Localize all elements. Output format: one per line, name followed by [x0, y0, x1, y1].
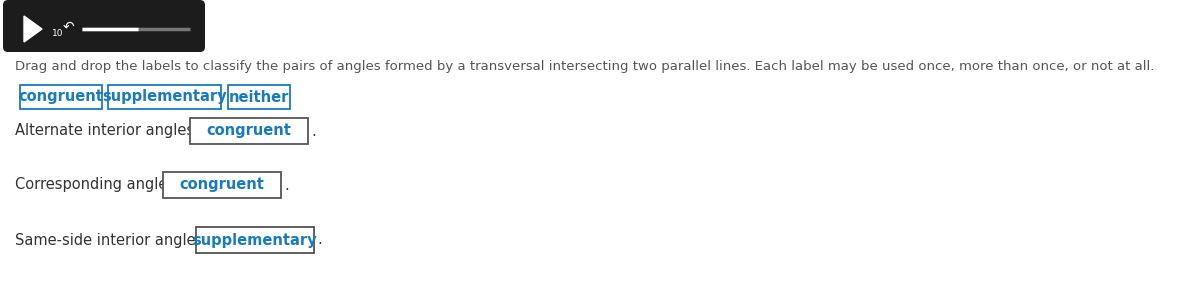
Text: supplementary: supplementary [102, 89, 227, 105]
FancyBboxPatch shape [196, 227, 314, 253]
Text: ↶: ↶ [62, 20, 74, 34]
Text: congruent: congruent [180, 178, 264, 193]
Text: Same-side interior angles are: Same-side interior angles are [14, 232, 232, 248]
Text: .: . [311, 123, 316, 139]
Text: congruent: congruent [18, 89, 103, 105]
FancyBboxPatch shape [20, 85, 102, 109]
Text: 10: 10 [53, 29, 64, 38]
Text: congruent: congruent [206, 123, 292, 139]
FancyBboxPatch shape [190, 118, 308, 144]
FancyBboxPatch shape [163, 172, 281, 198]
Text: .: . [284, 178, 289, 193]
FancyBboxPatch shape [2, 0, 205, 52]
Polygon shape [24, 16, 42, 42]
FancyBboxPatch shape [108, 85, 221, 109]
Text: Corresponding angles are: Corresponding angles are [14, 178, 204, 193]
Text: Alternate interior angles are: Alternate interior angles are [14, 123, 222, 139]
Text: .: . [317, 232, 322, 248]
FancyBboxPatch shape [228, 85, 290, 109]
Text: Drag and drop the labels to classify the pairs of angles formed by a transversal: Drag and drop the labels to classify the… [14, 60, 1154, 73]
Text: supplementary: supplementary [193, 232, 317, 248]
Text: neither: neither [229, 89, 289, 105]
